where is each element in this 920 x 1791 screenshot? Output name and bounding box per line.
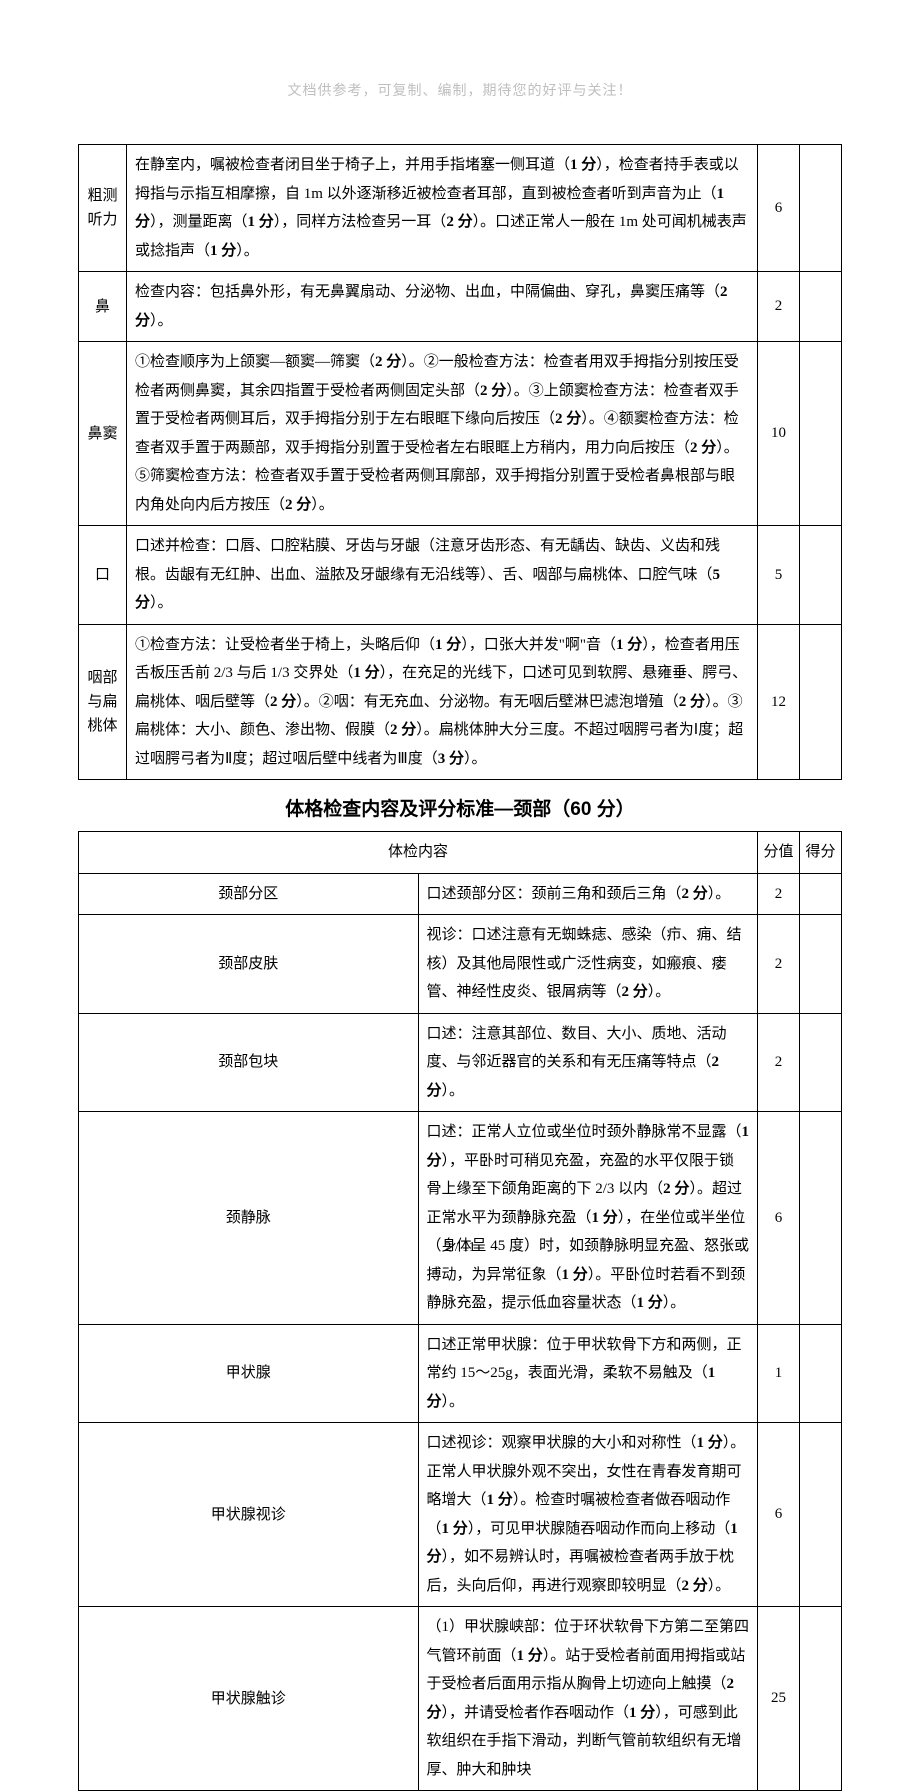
table-row: 甲状腺视诊 口述视诊：观察甲状腺的大小和对称性（1 分）。正常人甲状腺外观不突出…	[79, 1423, 842, 1607]
row-label: 甲状腺视诊	[79, 1423, 419, 1607]
row-label: 甲状腺	[79, 1324, 419, 1423]
table-row: 鼻窦 ①检查顺序为上颌窦—额窦—筛窦（2 分）。②一般检查方法：检查者用双手拇指…	[79, 342, 842, 526]
row-content: 在静室内，嘱被检查者闭目坐于椅子上，并用手指堵塞一侧耳道（1 分），检查者持手表…	[127, 145, 758, 272]
row-label: 鼻	[79, 272, 127, 342]
header-score2: 得分	[800, 832, 842, 874]
table-row: 甲状腺 口述正常甲状腺：位于甲状软骨下方和两侧，正常约 15～25g，表面光滑，…	[79, 1324, 842, 1423]
row-content: 视诊：口述注意有无蜘蛛痣、感染（疖、痈、结核）及其他局限性或广泛性病变，如瘢痕、…	[418, 915, 758, 1014]
row-score: 6	[758, 145, 800, 272]
row-score: 10	[758, 342, 800, 526]
row-score2	[800, 1013, 842, 1112]
row-score: 2	[758, 1013, 800, 1112]
table-2: 体检内容 分值 得分 颈部分区 口述颈部分区：颈前三角和颈后三角（2 分）。 2…	[78, 831, 842, 1791]
row-label: 甲状腺触诊	[79, 1607, 419, 1791]
row-content: ①检查方法：让受检者坐于椅上，头略后仰（1 分），口张大并发"啊"音（1 分），…	[127, 624, 758, 780]
row-score2	[800, 624, 842, 780]
table-row: 颈部包块 口述：注意其部位、数目、大小、质地、活动度、与邻近器官的关系和有无压痛…	[79, 1013, 842, 1112]
row-label: 颈部包块	[79, 1013, 419, 1112]
row-score2	[800, 145, 842, 272]
row-content: 口述：注意其部位、数目、大小、质地、活动度、与邻近器官的关系和有无压痛等特点（2…	[418, 1013, 758, 1112]
row-score2	[800, 1423, 842, 1607]
row-label: 口	[79, 526, 127, 625]
row-label: 粗测听力	[79, 145, 127, 272]
row-score2	[800, 915, 842, 1014]
row-content: 口述并检查：口唇、口腔粘膜、牙齿与牙龈（注意牙齿形态、有无龋齿、缺齿、义齿和残根…	[127, 526, 758, 625]
row-score: 1	[758, 1324, 800, 1423]
header-score: 分值	[758, 832, 800, 874]
row-score: 2	[758, 873, 800, 915]
table-row: 颈静脉 口述：正常人立位或坐位时颈外静脉常不显露（1 分），平卧时可稍见充盈，充…	[79, 1112, 842, 1325]
table-1: 粗测听力 在静室内，嘱被检查者闭目坐于椅子上，并用手指堵塞一侧耳道（1 分），检…	[78, 144, 842, 780]
table-header-row: 体检内容 分值 得分	[79, 832, 842, 874]
row-score: 2	[758, 272, 800, 342]
section-title: 体格检查内容及评分标准—颈部（60 分）	[78, 794, 842, 821]
row-content: 口述颈部分区：颈前三角和颈后三角（2 分）。	[418, 873, 758, 915]
header-content: 体检内容	[79, 832, 758, 874]
row-label: 鼻窦	[79, 342, 127, 526]
page-footer: 2 / 11	[0, 1240, 920, 1256]
table-row: 甲状腺触诊 （1）甲状腺峡部：位于环状软骨下方第二至第四气管环前面（1 分）。站…	[79, 1607, 842, 1791]
row-score2	[800, 1324, 842, 1423]
row-content: 检查内容：包括鼻外形，有无鼻翼扇动、分泌物、出血，中隔偏曲、穿孔，鼻窦压痛等（2…	[127, 272, 758, 342]
row-label: 颈部分区	[79, 873, 419, 915]
table-row: 粗测听力 在静室内，嘱被检查者闭目坐于椅子上，并用手指堵塞一侧耳道（1 分），检…	[79, 145, 842, 272]
row-score: 6	[758, 1112, 800, 1325]
row-score2	[800, 272, 842, 342]
row-score: 2	[758, 915, 800, 1014]
row-score: 6	[758, 1423, 800, 1607]
row-content: 口述正常甲状腺：位于甲状软骨下方和两侧，正常约 15～25g，表面光滑，柔软不易…	[418, 1324, 758, 1423]
header-note: 文档供参考，可复制、编制，期待您的好评与关注！	[78, 80, 842, 100]
row-score2	[800, 1112, 842, 1325]
row-score: 12	[758, 624, 800, 780]
row-label: 颈静脉	[79, 1112, 419, 1325]
table-row: 口 口述并检查：口唇、口腔粘膜、牙齿与牙龈（注意牙齿形态、有无龋齿、缺齿、义齿和…	[79, 526, 842, 625]
table-row: 咽部与扁桃体 ①检查方法：让受检者坐于椅上，头略后仰（1 分），口张大并发"啊"…	[79, 624, 842, 780]
row-content: ①检查顺序为上颌窦—额窦—筛窦（2 分）。②一般检查方法：检查者用双手拇指分别按…	[127, 342, 758, 526]
row-score2	[800, 526, 842, 625]
row-score2	[800, 342, 842, 526]
row-content: （1）甲状腺峡部：位于环状软骨下方第二至第四气管环前面（1 分）。站于受检者前面…	[418, 1607, 758, 1791]
row-score2	[800, 873, 842, 915]
row-label: 颈部皮肤	[79, 915, 419, 1014]
table-row: 鼻 检查内容：包括鼻外形，有无鼻翼扇动、分泌物、出血，中隔偏曲、穿孔，鼻窦压痛等…	[79, 272, 842, 342]
table-row: 颈部分区 口述颈部分区：颈前三角和颈后三角（2 分）。 2	[79, 873, 842, 915]
row-label: 咽部与扁桃体	[79, 624, 127, 780]
row-score2	[800, 1607, 842, 1791]
row-score: 25	[758, 1607, 800, 1791]
row-content: 口述：正常人立位或坐位时颈外静脉常不显露（1 分），平卧时可稍见充盈，充盈的水平…	[418, 1112, 758, 1325]
row-content: 口述视诊：观察甲状腺的大小和对称性（1 分）。正常人甲状腺外观不突出，女性在青春…	[418, 1423, 758, 1607]
table-row: 颈部皮肤 视诊：口述注意有无蜘蛛痣、感染（疖、痈、结核）及其他局限性或广泛性病变…	[79, 915, 842, 1014]
row-score: 5	[758, 526, 800, 625]
